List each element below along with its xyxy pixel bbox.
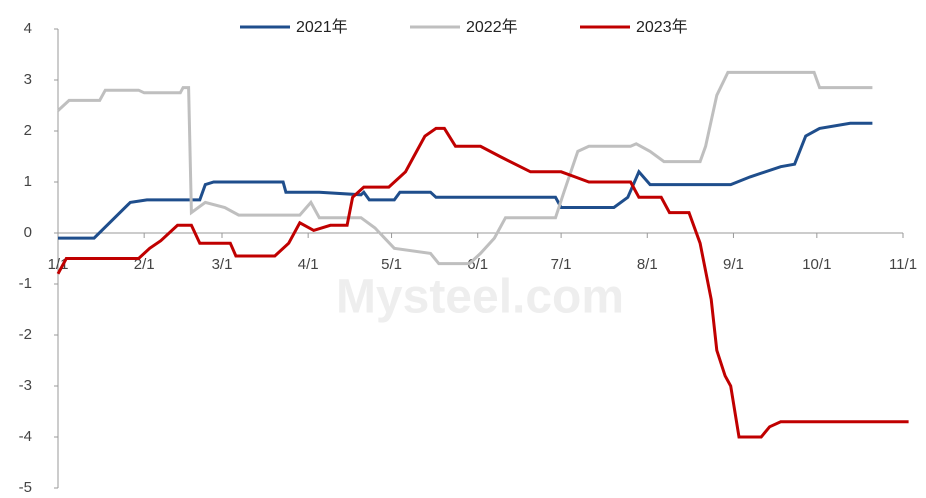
- x-tick-label: 5/1: [381, 256, 402, 273]
- x-tick-label: 10/1: [802, 256, 831, 273]
- x-tick-label: 9/1: [723, 256, 744, 273]
- legend-label: 2022年: [466, 18, 518, 36]
- series-line: [56, 70, 873, 266]
- series-line: [56, 126, 909, 439]
- x-tick-label: 2/1: [134, 256, 155, 273]
- legend-label: 2021年: [296, 18, 348, 36]
- y-tick-label: -2: [19, 326, 32, 343]
- x-tick-label: 7/1: [551, 256, 572, 273]
- watermark: Mysteel.com: [336, 271, 624, 324]
- x-tick-label: 8/1: [637, 256, 658, 273]
- y-tick-label: 0: [24, 224, 32, 241]
- x-tick-label: 3/1: [212, 256, 233, 273]
- y-tick-label: 2: [24, 122, 32, 139]
- series-line: [58, 121, 873, 240]
- y-tick-label: -4: [19, 428, 32, 445]
- y-tick-label: -3: [19, 377, 32, 394]
- x-tick-label: 4/1: [298, 256, 319, 273]
- y-tick-label: -1: [19, 275, 32, 292]
- y-tick-label: 3: [24, 71, 32, 88]
- y-tick-label: -5: [19, 479, 32, 496]
- y-tick-label: 4: [24, 20, 32, 37]
- x-tick-label: 11/1: [889, 256, 917, 273]
- legend-label: 2023年: [636, 18, 688, 36]
- y-tick-label: 1: [24, 173, 32, 190]
- x-tick-label: 1/1: [48, 256, 69, 273]
